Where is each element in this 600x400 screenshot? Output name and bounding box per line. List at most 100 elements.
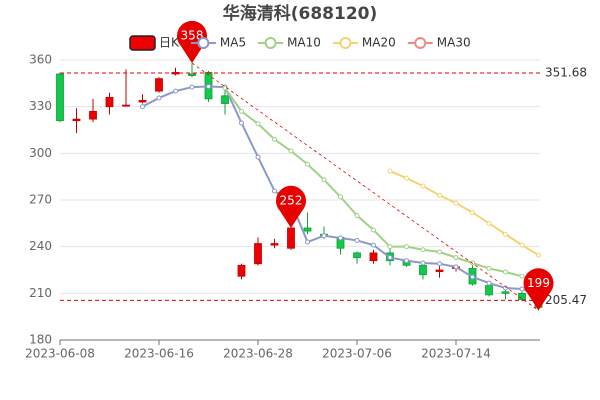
candle-body bbox=[435, 269, 444, 272]
ma-point bbox=[470, 209, 475, 215]
ma-point bbox=[206, 83, 211, 89]
ma-point bbox=[437, 192, 442, 198]
ma-point bbox=[321, 177, 327, 183]
ma-line bbox=[389, 170, 540, 256]
candle-body bbox=[353, 252, 361, 258]
ma-point bbox=[288, 148, 294, 154]
candle-body bbox=[155, 78, 163, 92]
ma-point bbox=[404, 258, 409, 264]
candle-body bbox=[122, 104, 130, 107]
legend-icon bbox=[339, 37, 352, 49]
ma-point bbox=[486, 220, 492, 226]
candle-body bbox=[270, 243, 279, 246]
ma-point bbox=[453, 255, 459, 261]
ma-point bbox=[470, 274, 475, 280]
x-tick-label: 2023-07-06 bbox=[322, 347, 392, 361]
ma-point bbox=[305, 239, 310, 245]
legend-icon bbox=[264, 37, 277, 49]
ma-point bbox=[255, 154, 261, 160]
ma-point bbox=[255, 121, 261, 127]
ma-point bbox=[503, 285, 508, 291]
y-tick-label: 330 bbox=[29, 99, 52, 113]
ma-point bbox=[536, 252, 541, 258]
candle-body bbox=[56, 73, 64, 122]
legend-icon bbox=[129, 35, 156, 51]
candle-body bbox=[303, 227, 312, 232]
y-tick-label: 270 bbox=[29, 193, 52, 207]
mark-pin bbox=[523, 268, 554, 311]
ma-point bbox=[519, 273, 525, 279]
y-tick-label: 210 bbox=[29, 286, 52, 300]
ma-point bbox=[404, 244, 409, 250]
candle-body bbox=[419, 264, 427, 276]
ma-point bbox=[387, 168, 393, 174]
mark-pin bbox=[276, 185, 307, 228]
candle-body bbox=[485, 285, 493, 296]
ma-point bbox=[503, 269, 508, 275]
x-tick-label: 2023-06-16 bbox=[124, 347, 194, 361]
ma-point bbox=[371, 242, 376, 248]
legend-label: MA10 bbox=[287, 36, 321, 50]
ma-point bbox=[486, 280, 492, 286]
ma-point bbox=[437, 261, 442, 267]
x-tick-label: 2023-06-28 bbox=[223, 347, 293, 361]
candle-body bbox=[72, 118, 81, 122]
chart-title: 华海清科(688120) bbox=[223, 3, 378, 24]
ma-point bbox=[305, 161, 310, 167]
ma-point bbox=[387, 255, 393, 261]
ma-point bbox=[420, 260, 426, 266]
ma-point bbox=[519, 286, 525, 292]
candle-body bbox=[254, 243, 262, 265]
ma-point bbox=[420, 183, 426, 189]
ma-line bbox=[224, 87, 539, 284]
ma-point bbox=[371, 227, 376, 233]
legend-label: MA5 bbox=[220, 36, 246, 50]
ma-point bbox=[239, 120, 244, 126]
ma-point bbox=[453, 264, 459, 270]
mark-pin-label: 252 bbox=[280, 194, 303, 208]
legend-label: 日K bbox=[159, 36, 180, 50]
candle-body bbox=[89, 110, 97, 120]
legend-label: MA20 bbox=[362, 36, 396, 50]
ma-point bbox=[156, 95, 162, 101]
ma-point bbox=[338, 194, 343, 200]
legend-icon bbox=[414, 37, 427, 49]
ma-point bbox=[437, 249, 442, 255]
y-tick-label: 180 bbox=[29, 333, 52, 347]
x-tick-label: 2023-07-14 bbox=[421, 347, 491, 361]
ma-point bbox=[420, 247, 426, 253]
x-tick-label: 2023-06-08 bbox=[25, 347, 95, 361]
mark-line-label: 205.47 bbox=[545, 293, 587, 307]
mark-pin-label: 358 bbox=[181, 29, 204, 43]
y-tick-label: 360 bbox=[29, 53, 52, 67]
candle-body bbox=[138, 100, 147, 103]
ma-point bbox=[354, 213, 360, 219]
ma-point bbox=[338, 235, 343, 241]
ma-point bbox=[239, 108, 244, 114]
ma-point bbox=[321, 233, 327, 239]
ma-point bbox=[140, 104, 145, 110]
ma-point bbox=[173, 88, 178, 94]
ma-point bbox=[503, 231, 508, 237]
ma-point bbox=[519, 242, 525, 248]
y-tick-label: 300 bbox=[29, 146, 52, 160]
candle-body bbox=[518, 292, 526, 300]
candle-body bbox=[287, 227, 295, 249]
ma-point bbox=[272, 136, 277, 142]
y-tick-label: 240 bbox=[29, 239, 52, 253]
mark-pin-label: 199 bbox=[527, 276, 550, 290]
ma-point bbox=[404, 175, 409, 181]
ma-point bbox=[354, 237, 360, 243]
legend-label: MA30 bbox=[437, 36, 471, 50]
ma-point bbox=[387, 244, 393, 250]
candle-body bbox=[105, 96, 114, 108]
candle-body bbox=[188, 73, 196, 76]
legend-icon bbox=[197, 37, 210, 49]
mark-line-label: 351.68 bbox=[545, 65, 587, 79]
ma-point bbox=[486, 265, 492, 271]
candle-body bbox=[221, 95, 229, 104]
candle-body bbox=[369, 252, 378, 262]
ma-point bbox=[189, 84, 195, 90]
candle-body bbox=[237, 264, 246, 277]
